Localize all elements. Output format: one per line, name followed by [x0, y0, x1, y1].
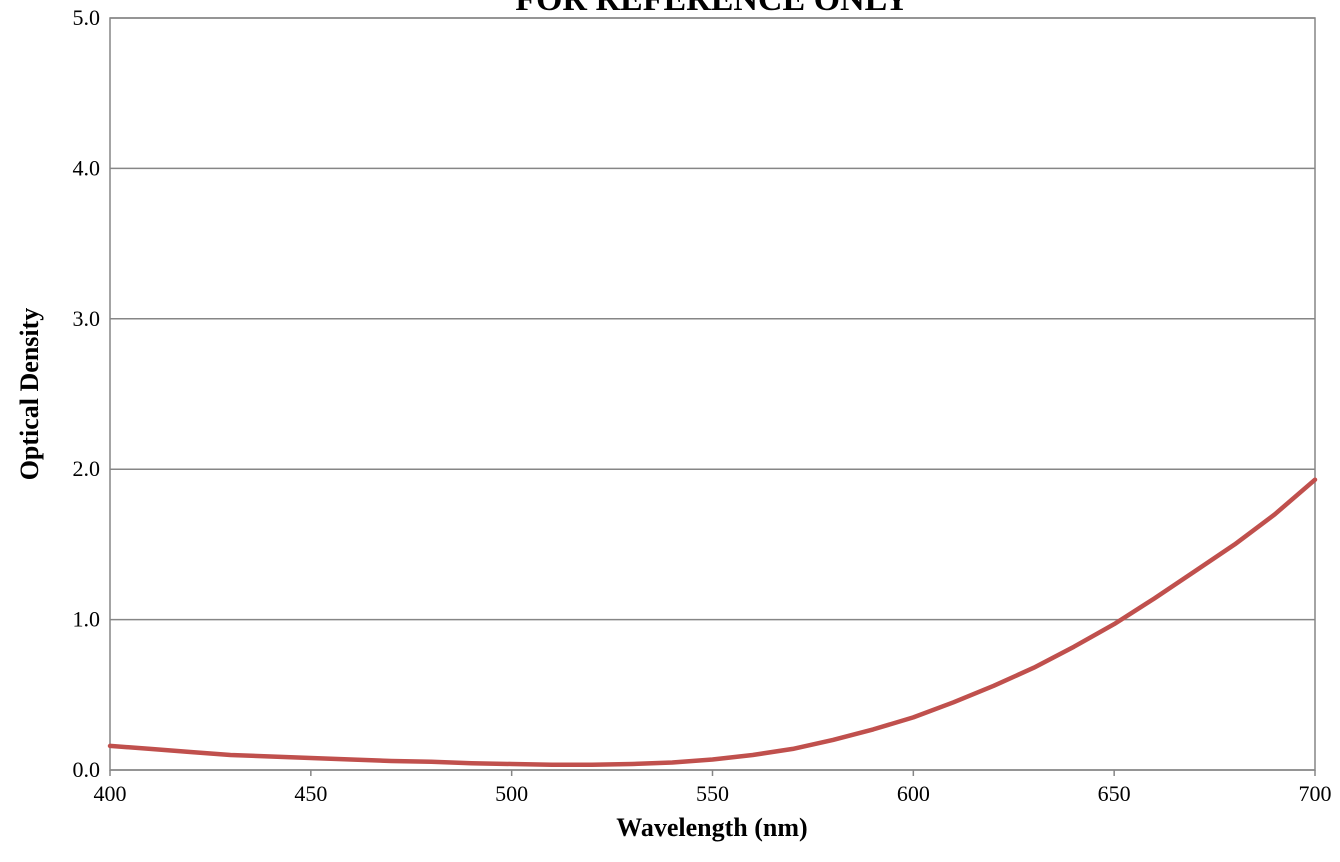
x-tick-label: 550 — [696, 781, 729, 806]
chart-title: FOR REFERENCE ONLY — [515, 0, 909, 18]
y-tick-label: 1.0 — [73, 607, 101, 632]
x-tick-label: 500 — [495, 781, 528, 806]
x-tick-label: 600 — [897, 781, 930, 806]
series-line-optical-density — [107, 477, 1318, 767]
x-tick-label: 400 — [94, 781, 127, 806]
series-layer — [107, 477, 1318, 767]
y-tick-label: 0.0 — [73, 757, 101, 782]
y-axis-ticks: 0.0 1.0 2.0 3.0 4.0 5.0 — [73, 5, 101, 782]
y-axis-title: Optical Density — [15, 308, 44, 481]
y-tick-label: 4.0 — [73, 155, 101, 180]
x-axis-title: Wavelength (nm) — [616, 813, 807, 842]
y-tick-label: 5.0 — [73, 5, 101, 30]
x-tick-label: 450 — [294, 781, 327, 806]
x-tick-label: 700 — [1299, 781, 1332, 806]
y-tick-label: 3.0 — [73, 306, 101, 331]
x-tick-label: 650 — [1098, 781, 1131, 806]
y-tick-label: 2.0 — [73, 456, 101, 481]
x-axis-ticks: 400 450 500 550 600 650 700 — [94, 770, 1332, 806]
